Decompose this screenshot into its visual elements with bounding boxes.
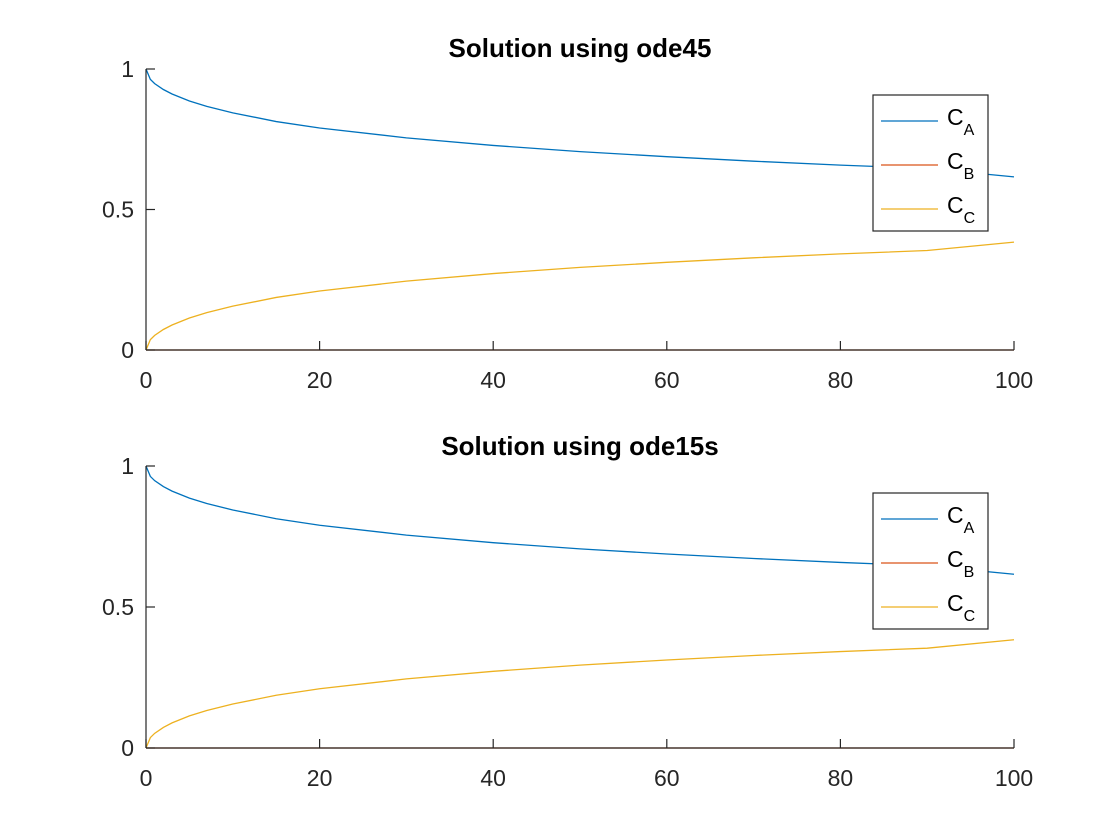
series-line-cc	[145, 639, 1015, 749]
legend-box	[872, 492, 989, 630]
y-tick-label: 1	[121, 56, 134, 82]
x-tick-label: 0	[140, 367, 153, 393]
x-tick-label: 100	[995, 367, 1033, 393]
x-tick-label: 20	[307, 367, 333, 393]
x-tick-label: 40	[480, 367, 506, 393]
legend-label-subscript: B	[964, 166, 975, 183]
y-tick-label: 1	[121, 453, 134, 479]
legend-label-subscript: A	[964, 122, 975, 139]
x-tick-label: 20	[307, 765, 333, 791]
y-tick-label: 0.5	[102, 594, 134, 620]
series-line-ca	[145, 68, 1015, 178]
y-tick-label: 0	[121, 735, 134, 761]
chart-title: Solution using ode15s	[441, 431, 718, 461]
legend-box	[872, 94, 989, 232]
legend-label-subscript: B	[964, 564, 975, 581]
x-tick-label: 80	[828, 367, 854, 393]
legend-label-subscript: A	[964, 520, 975, 537]
x-tick-label: 60	[654, 367, 680, 393]
x-tick-label: 80	[828, 765, 854, 791]
subplot-2: 0 20 40 60 80 100 0 0.5 1 Solution using ode15s C A…	[102, 431, 1033, 791]
legend-label-subscript: C	[964, 210, 976, 227]
x-tick-label: 60	[654, 765, 680, 791]
y-tick-label: 0.5	[102, 197, 134, 223]
chart-title: Solution using ode45	[449, 33, 712, 63]
series-line-cc	[145, 241, 1015, 351]
x-tick-label: 100	[995, 765, 1033, 791]
x-tick-label: 0	[140, 765, 153, 791]
legend-label-subscript: C	[964, 608, 976, 625]
y-tick-label: 0	[121, 337, 134, 363]
x-tick-label: 40	[480, 765, 506, 791]
series-line-ca	[145, 465, 1015, 575]
